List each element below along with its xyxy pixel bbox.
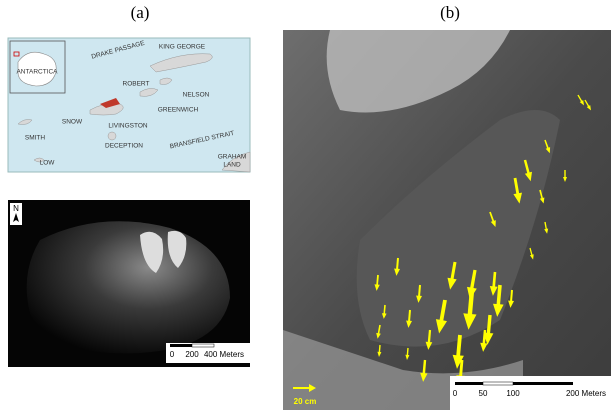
map-label: LOW [40, 160, 56, 167]
map-label: KING GEORGE [159, 44, 206, 51]
figure: (a) (b) ANTARCTICADRAKE PASSAGEKING GEOR… [0, 0, 611, 410]
map-label: GREENWICH [158, 107, 199, 114]
scale-bar [455, 382, 483, 385]
scale-label: 200 [185, 350, 199, 359]
scale-bar [513, 382, 573, 385]
scale-label: 200 Meters [566, 389, 606, 398]
scale-label: 50 [479, 389, 488, 398]
north-label: N [13, 204, 19, 213]
map-label: ROBERT [123, 81, 150, 88]
scale-bar [170, 344, 192, 347]
scale-label: 100 [506, 389, 520, 398]
vector-scale-label: 20 cm [294, 397, 317, 406]
scale-label: 0 [170, 350, 175, 359]
island [108, 132, 116, 140]
map-label: DECEPTION [105, 143, 143, 150]
scale-bar [192, 344, 214, 347]
panel-label: (a) [131, 3, 150, 22]
map-label: ANTARCTICA [16, 69, 58, 76]
scale-bar [483, 382, 513, 385]
scale-label: 0 [453, 389, 458, 398]
map-label: LIVINGSTON [108, 123, 148, 130]
map-label: SNOW [62, 119, 83, 126]
map-label: GRAHAM [218, 154, 247, 161]
panel-label: (b) [440, 3, 460, 22]
map-label: SMITH [25, 135, 46, 142]
figure-canvas: (a) (b) ANTARCTICADRAKE PASSAGEKING GEOR… [0, 0, 611, 410]
map-label: LAND [223, 162, 241, 169]
map-label: NELSON [183, 92, 210, 99]
scale-label: 400 Meters [204, 350, 244, 359]
